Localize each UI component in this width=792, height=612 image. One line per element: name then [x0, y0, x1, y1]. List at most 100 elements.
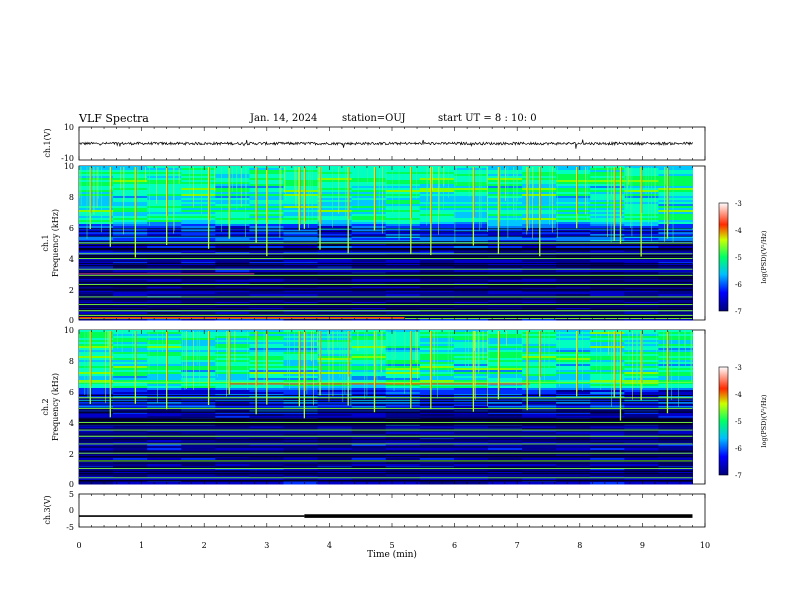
- spectrogram-cell: [113, 358, 148, 361]
- spectrogram-cell: [113, 170, 148, 173]
- spectrogram-cell: [113, 220, 148, 223]
- spectrogram-cell: [487, 430, 523, 433]
- spectrogram-cell: [113, 432, 148, 435]
- spectrogram-cell: [317, 476, 353, 479]
- spectrogram-cell: [658, 342, 693, 345]
- spectrogram-cell: [215, 378, 250, 381]
- spectrogram-cell: [283, 302, 319, 305]
- spectrogram-cell: [215, 196, 250, 199]
- ch2-spectrogram-ylabel-frequency: Frequency (kHz): [51, 373, 60, 441]
- spectrogram-cell: [385, 348, 421, 351]
- spectrogram-cell: [385, 228, 421, 231]
- spectrogram-cell: [658, 434, 693, 437]
- spectrogram-cell: [351, 434, 387, 437]
- spectrogram-cell: [147, 406, 182, 409]
- spectrogram-cell: [79, 234, 114, 237]
- spectrogram-cell: [351, 332, 387, 335]
- spectrogram-cell: [487, 450, 523, 453]
- spectrogram-cell: [590, 192, 625, 195]
- spectrogram-cell: [487, 202, 523, 205]
- spectrogram-cell: [590, 382, 625, 385]
- spectrogram-cell: [453, 340, 489, 343]
- spectrogram-cell: [419, 390, 455, 393]
- spectrogram-cell: [351, 396, 387, 399]
- spectrogram-cell: [453, 278, 489, 281]
- spectrogram-cell: [453, 380, 489, 383]
- spectrogram-cell: [351, 230, 387, 233]
- spectrogram-cell: [351, 312, 387, 315]
- spectrogram-cell: [147, 258, 182, 261]
- spectrogram-cell: [351, 358, 387, 361]
- spectrogram-cell: [385, 222, 421, 225]
- spectrogram-cell: [79, 308, 114, 311]
- spectrogram-cell: [658, 204, 693, 207]
- spectrogram-cell: [79, 270, 114, 273]
- spectrogram-cell: [283, 206, 319, 209]
- spectrogram-cell: [556, 308, 591, 311]
- spectrogram-cell: [283, 310, 319, 313]
- spectrogram-cell: [317, 368, 353, 371]
- spectrogram-cell: [658, 392, 693, 395]
- spectrogram-cell: [487, 308, 523, 311]
- spectrogram-cell: [556, 358, 591, 361]
- spectrogram-cell: [79, 292, 114, 295]
- spectrogram-cell: [181, 424, 216, 427]
- spectrogram-cell: [79, 434, 114, 437]
- spectrogram-cell: [556, 356, 591, 359]
- spectrogram-cell: [419, 214, 455, 217]
- spectrogram-cell: [624, 280, 659, 283]
- spectrogram-cell: [419, 290, 455, 293]
- spectrogram-cell: [147, 230, 182, 233]
- spectrogram-cell: [590, 476, 625, 479]
- spectrogram-cell: [113, 270, 148, 273]
- spectrogram-cell: [419, 364, 455, 367]
- spectrogram-cell: [453, 360, 489, 363]
- ch1-spectrogram-ylabel-channel: ch.1: [41, 234, 50, 251]
- spectrogram-cell: [147, 468, 182, 471]
- spectrogram-cell: [215, 358, 250, 361]
- spectrogram-cell: [590, 218, 625, 221]
- spectrogram-cell: [113, 448, 148, 451]
- spectrogram-cell: [147, 176, 182, 179]
- spectrogram-cell: [181, 456, 216, 459]
- spectrogram-cell: [351, 258, 387, 261]
- spectrogram-cell: [658, 294, 693, 297]
- spectrogram-cell: [317, 370, 353, 373]
- spectrogram-cell: [590, 250, 625, 253]
- spectrogram-cell: [79, 252, 114, 255]
- spectrogram-cell: [79, 226, 114, 229]
- spectrogram-cell: [351, 302, 387, 305]
- spectrogram-cell: [590, 312, 625, 315]
- spectrogram-cell: [556, 168, 591, 171]
- spectrogram-cell: [317, 200, 353, 203]
- spectrogram-cell: [147, 208, 182, 211]
- spectrogram-cell: [419, 412, 455, 415]
- spectrogram-cell: [556, 384, 591, 387]
- spectrogram-cell: [658, 374, 693, 377]
- spectrogram-cell: [317, 468, 353, 471]
- spectrogram-cell: [658, 424, 693, 427]
- spectrogram-cell: [283, 348, 319, 351]
- spectrogram-cell: [453, 260, 489, 263]
- spectrogram-cell: [79, 236, 114, 239]
- spectrogram-cell: [556, 208, 591, 211]
- spectrogram-cell: [556, 386, 591, 389]
- spectrogram-cell: [522, 258, 557, 261]
- spectrogram-cell: [658, 464, 693, 467]
- spectrogram-cell: [487, 350, 523, 353]
- spectrogram-cell: [283, 304, 319, 307]
- spectrogram-cell: [522, 408, 557, 411]
- spectrogram-cell: [487, 286, 523, 289]
- spectrogram-cell: [249, 436, 284, 439]
- spectrogram-cell: [215, 214, 250, 217]
- spectrogram-cell: [147, 180, 182, 183]
- spectrogram-cell: [658, 194, 693, 197]
- spectrogram-cell: [181, 446, 216, 449]
- spectrogram-cell: [351, 398, 387, 401]
- spectrogram-cell: [624, 468, 659, 471]
- spectrogram-cell: [249, 294, 284, 297]
- spectrogram-cell: [487, 228, 523, 231]
- x-tick-label-10: 10: [700, 541, 710, 550]
- spectrogram-cell: [351, 226, 387, 229]
- spectrogram-cell: [215, 222, 250, 225]
